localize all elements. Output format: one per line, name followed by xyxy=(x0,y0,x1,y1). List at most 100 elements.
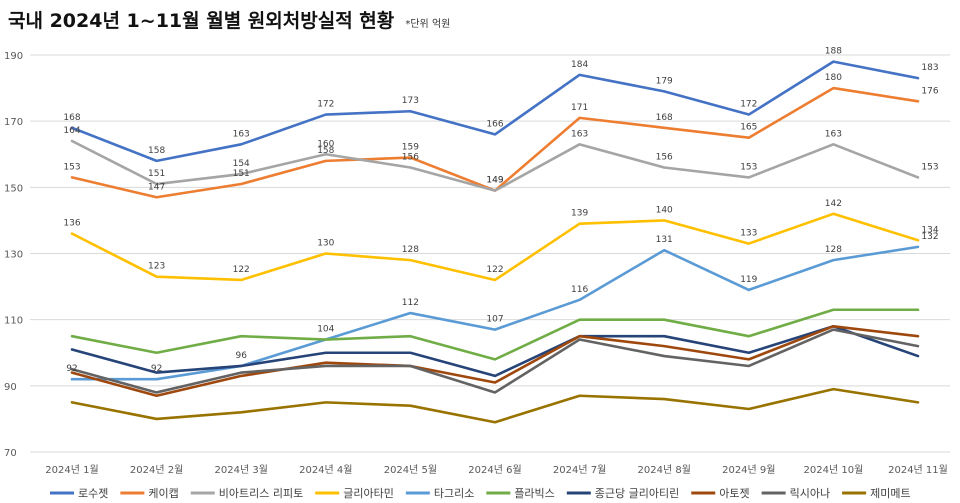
data-label: 153 xyxy=(740,162,757,172)
x-tick-label: 2024년 6월 xyxy=(468,464,521,476)
x-tick-label: 2024년 7월 xyxy=(553,464,606,476)
x-tick-label: 2024년 10월 xyxy=(804,464,864,476)
data-label: 154 xyxy=(233,159,250,169)
y-tick-label: 190 xyxy=(4,51,23,62)
data-label: 163 xyxy=(825,129,842,139)
y-tick-label: 110 xyxy=(4,316,23,327)
data-label: 123 xyxy=(148,262,165,272)
series-line-6 xyxy=(70,308,920,361)
data-label: 140 xyxy=(656,205,673,215)
data-label: 151 xyxy=(148,169,165,179)
data-label: 128 xyxy=(402,245,419,255)
legend-item-label: 케이캡 xyxy=(148,487,178,500)
series-line-5 xyxy=(70,245,920,381)
data-label: 188 xyxy=(825,47,842,57)
data-label: 136 xyxy=(63,219,80,229)
data-label: 163 xyxy=(233,129,250,139)
data-label: 147 xyxy=(148,182,165,192)
legend-item-label: 아토젯 xyxy=(719,487,749,500)
x-tick-label: 2024년 4월 xyxy=(299,464,352,476)
data-label: 165 xyxy=(740,123,757,133)
data-label: 116 xyxy=(571,285,588,295)
data-label: 173 xyxy=(402,96,419,106)
data-label: 149 xyxy=(486,176,503,186)
series-line-1 xyxy=(70,60,920,163)
data-label: 149 xyxy=(486,176,503,186)
y-tick-label: 70 xyxy=(4,448,17,459)
data-label: 160 xyxy=(317,139,334,149)
data-label: 112 xyxy=(402,298,419,308)
series-line-3 xyxy=(70,139,920,192)
x-tick-label: 2024년 1월 xyxy=(45,464,98,476)
chart-title: 국내 2024년 1~11월 월별 원외처방실적 현황 xyxy=(8,10,395,32)
data-label: 163 xyxy=(571,129,588,139)
data-label: 166 xyxy=(486,119,503,129)
data-label: 130 xyxy=(317,239,334,249)
data-label: 96 xyxy=(235,351,247,361)
data-label: 131 xyxy=(656,235,673,245)
series-line-7 xyxy=(70,324,920,378)
data-label: 179 xyxy=(656,76,673,86)
data-label: 168 xyxy=(63,113,80,123)
data-label: 156 xyxy=(656,152,673,162)
series-line-8 xyxy=(70,324,920,398)
data-label: 151 xyxy=(233,169,250,179)
x-axis: 2024년 1월 2024년 2월 2024년 3월 2024년 4월 2024년 5월… xyxy=(45,464,948,476)
legend-item-label: 릭시아나 xyxy=(790,487,830,500)
data-label: 92 xyxy=(151,364,162,374)
legend-item-label: 제미메트 xyxy=(870,487,910,500)
data-label: 183 xyxy=(921,63,938,73)
legend-item-label: 플라빅스 xyxy=(514,487,554,500)
x-tick-label: 2024년 11월 xyxy=(888,464,948,476)
data-label: 164 xyxy=(63,126,80,136)
data-label: 158 xyxy=(317,146,334,156)
data-label: 142 xyxy=(825,199,842,209)
title-row: 국내 2024년 1~11월 월별 원외처방실적 현황 *단위 억원 xyxy=(8,6,450,36)
y-tick-label: 130 xyxy=(4,250,23,261)
data-label: 122 xyxy=(233,265,250,275)
data-label: 172 xyxy=(740,100,757,110)
data-label: 92 xyxy=(66,364,77,374)
series-line-10 xyxy=(70,387,920,424)
data-label: 168 xyxy=(656,113,673,123)
data-label: 156 xyxy=(402,152,419,162)
data-label: 128 xyxy=(825,245,842,255)
x-tick-label: 2024년 5월 xyxy=(384,464,437,476)
series-line-9 xyxy=(70,328,920,394)
x-tick-label: 2024년 2월 xyxy=(130,464,183,476)
x-tick-label: 2024년 8월 xyxy=(638,464,691,476)
x-tick-label: 2024년 3월 xyxy=(215,464,268,476)
y-axis: 70 90 110 130 150 170 190 xyxy=(4,51,23,459)
legend-item-label: 로수젯 xyxy=(78,487,108,500)
data-label: 171 xyxy=(571,103,588,113)
data-label: 104 xyxy=(317,325,334,335)
series-line-4 xyxy=(70,212,920,282)
legend-item-label: 타그리소 xyxy=(434,487,474,500)
series-lines xyxy=(70,60,920,424)
y-tick-label: 90 xyxy=(4,382,17,393)
data-label: 153 xyxy=(921,162,938,172)
y-tick-label: 150 xyxy=(4,183,23,194)
data-label: 133 xyxy=(740,229,757,239)
data-label: 119 xyxy=(740,275,757,285)
data-label: 107 xyxy=(486,315,503,325)
legend-item-label: 비아트리스 리피토 xyxy=(219,487,303,500)
unit-note: *단위 억원 xyxy=(405,19,451,30)
data-label: 180 xyxy=(825,73,842,83)
data-label: 139 xyxy=(571,209,588,219)
data-label: 132 xyxy=(921,232,938,242)
legend: 로수젯 케이캡 비아트리스 리피토 글리아타민 타그리소 플라빅스 종근당 글리아티린 아토젯… xyxy=(50,487,911,500)
x-tick-label: 2024년 9월 xyxy=(722,464,775,476)
data-label: 158 xyxy=(148,146,165,156)
data-label: 184 xyxy=(571,60,588,70)
data-label: 153 xyxy=(63,162,80,172)
data-label: 122 xyxy=(486,265,503,275)
data-label: 176 xyxy=(921,86,938,96)
legend-item-label: 글리아타민 xyxy=(343,487,394,500)
data-label: 159 xyxy=(402,143,419,153)
data-label: 172 xyxy=(317,100,334,110)
legend-item-label: 종근당 글리아티린 xyxy=(595,487,679,500)
data-labels: 168 158 163 172 173 166 184 179 172 188 183 153 147 1… xyxy=(63,47,938,375)
y-tick-label: 170 xyxy=(4,117,23,128)
